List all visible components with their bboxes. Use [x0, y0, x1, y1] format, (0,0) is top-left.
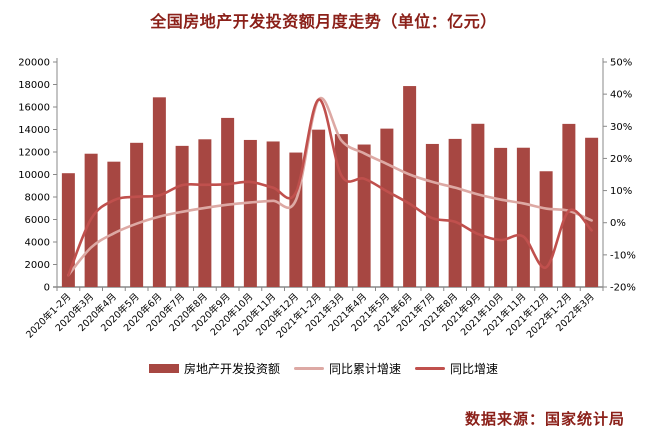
svg-text:20%: 20%	[610, 154, 632, 165]
svg-text:12000: 12000	[18, 148, 50, 159]
svg-text:30%: 30%	[610, 122, 632, 133]
legend-bar-swatch	[148, 364, 179, 373]
svg-text:40%: 40%	[610, 90, 632, 101]
svg-text:50%: 50%	[610, 58, 632, 69]
svg-text:6000: 6000	[25, 215, 50, 226]
legend-item-yoy-growth: 同比增速	[415, 360, 498, 377]
svg-text:4000: 4000	[25, 238, 50, 249]
svg-text:20000: 20000	[18, 58, 50, 69]
legend-line-swatch-yoy	[415, 367, 445, 370]
svg-text:2000: 2000	[25, 260, 50, 271]
svg-text:0%: 0%	[610, 218, 626, 229]
chart-canvas: 0 2000 4000 6000 8000 10000 12000 14000 16000 180…	[18, 58, 636, 341]
svg-text:10%: 10%	[610, 186, 632, 197]
chart-legend: 房地产开发投资额 同比累计增速 同比增速	[0, 360, 647, 377]
data-source-note: 数据来源：国家统计局	[464, 410, 625, 428]
page-title: 全国房地产开发投资额月度走势（单位：亿元）	[150, 12, 497, 31]
svg-text:-10%: -10%	[610, 250, 636, 261]
svg-text:18000: 18000	[18, 80, 50, 91]
legend-line-swatch-cumulative	[293, 367, 324, 370]
svg-text:-20%: -20%	[610, 283, 636, 294]
legend-item-cumulative-growth: 同比累计增速	[293, 360, 401, 377]
svg-text:0: 0	[44, 283, 50, 294]
svg-text:16000: 16000	[18, 103, 50, 114]
svg-text:10000: 10000	[18, 170, 50, 181]
legend-item-investment: 房地产开发投资额	[148, 360, 280, 377]
legend-label-cumulative-growth: 同比累计增速	[328, 362, 401, 376]
legend-label-investment: 房地产开发投资额	[183, 362, 280, 376]
svg-text:8000: 8000	[25, 193, 50, 204]
svg-text:14000: 14000	[18, 125, 50, 136]
legend-label-yoy-growth: 同比增速	[450, 362, 499, 376]
